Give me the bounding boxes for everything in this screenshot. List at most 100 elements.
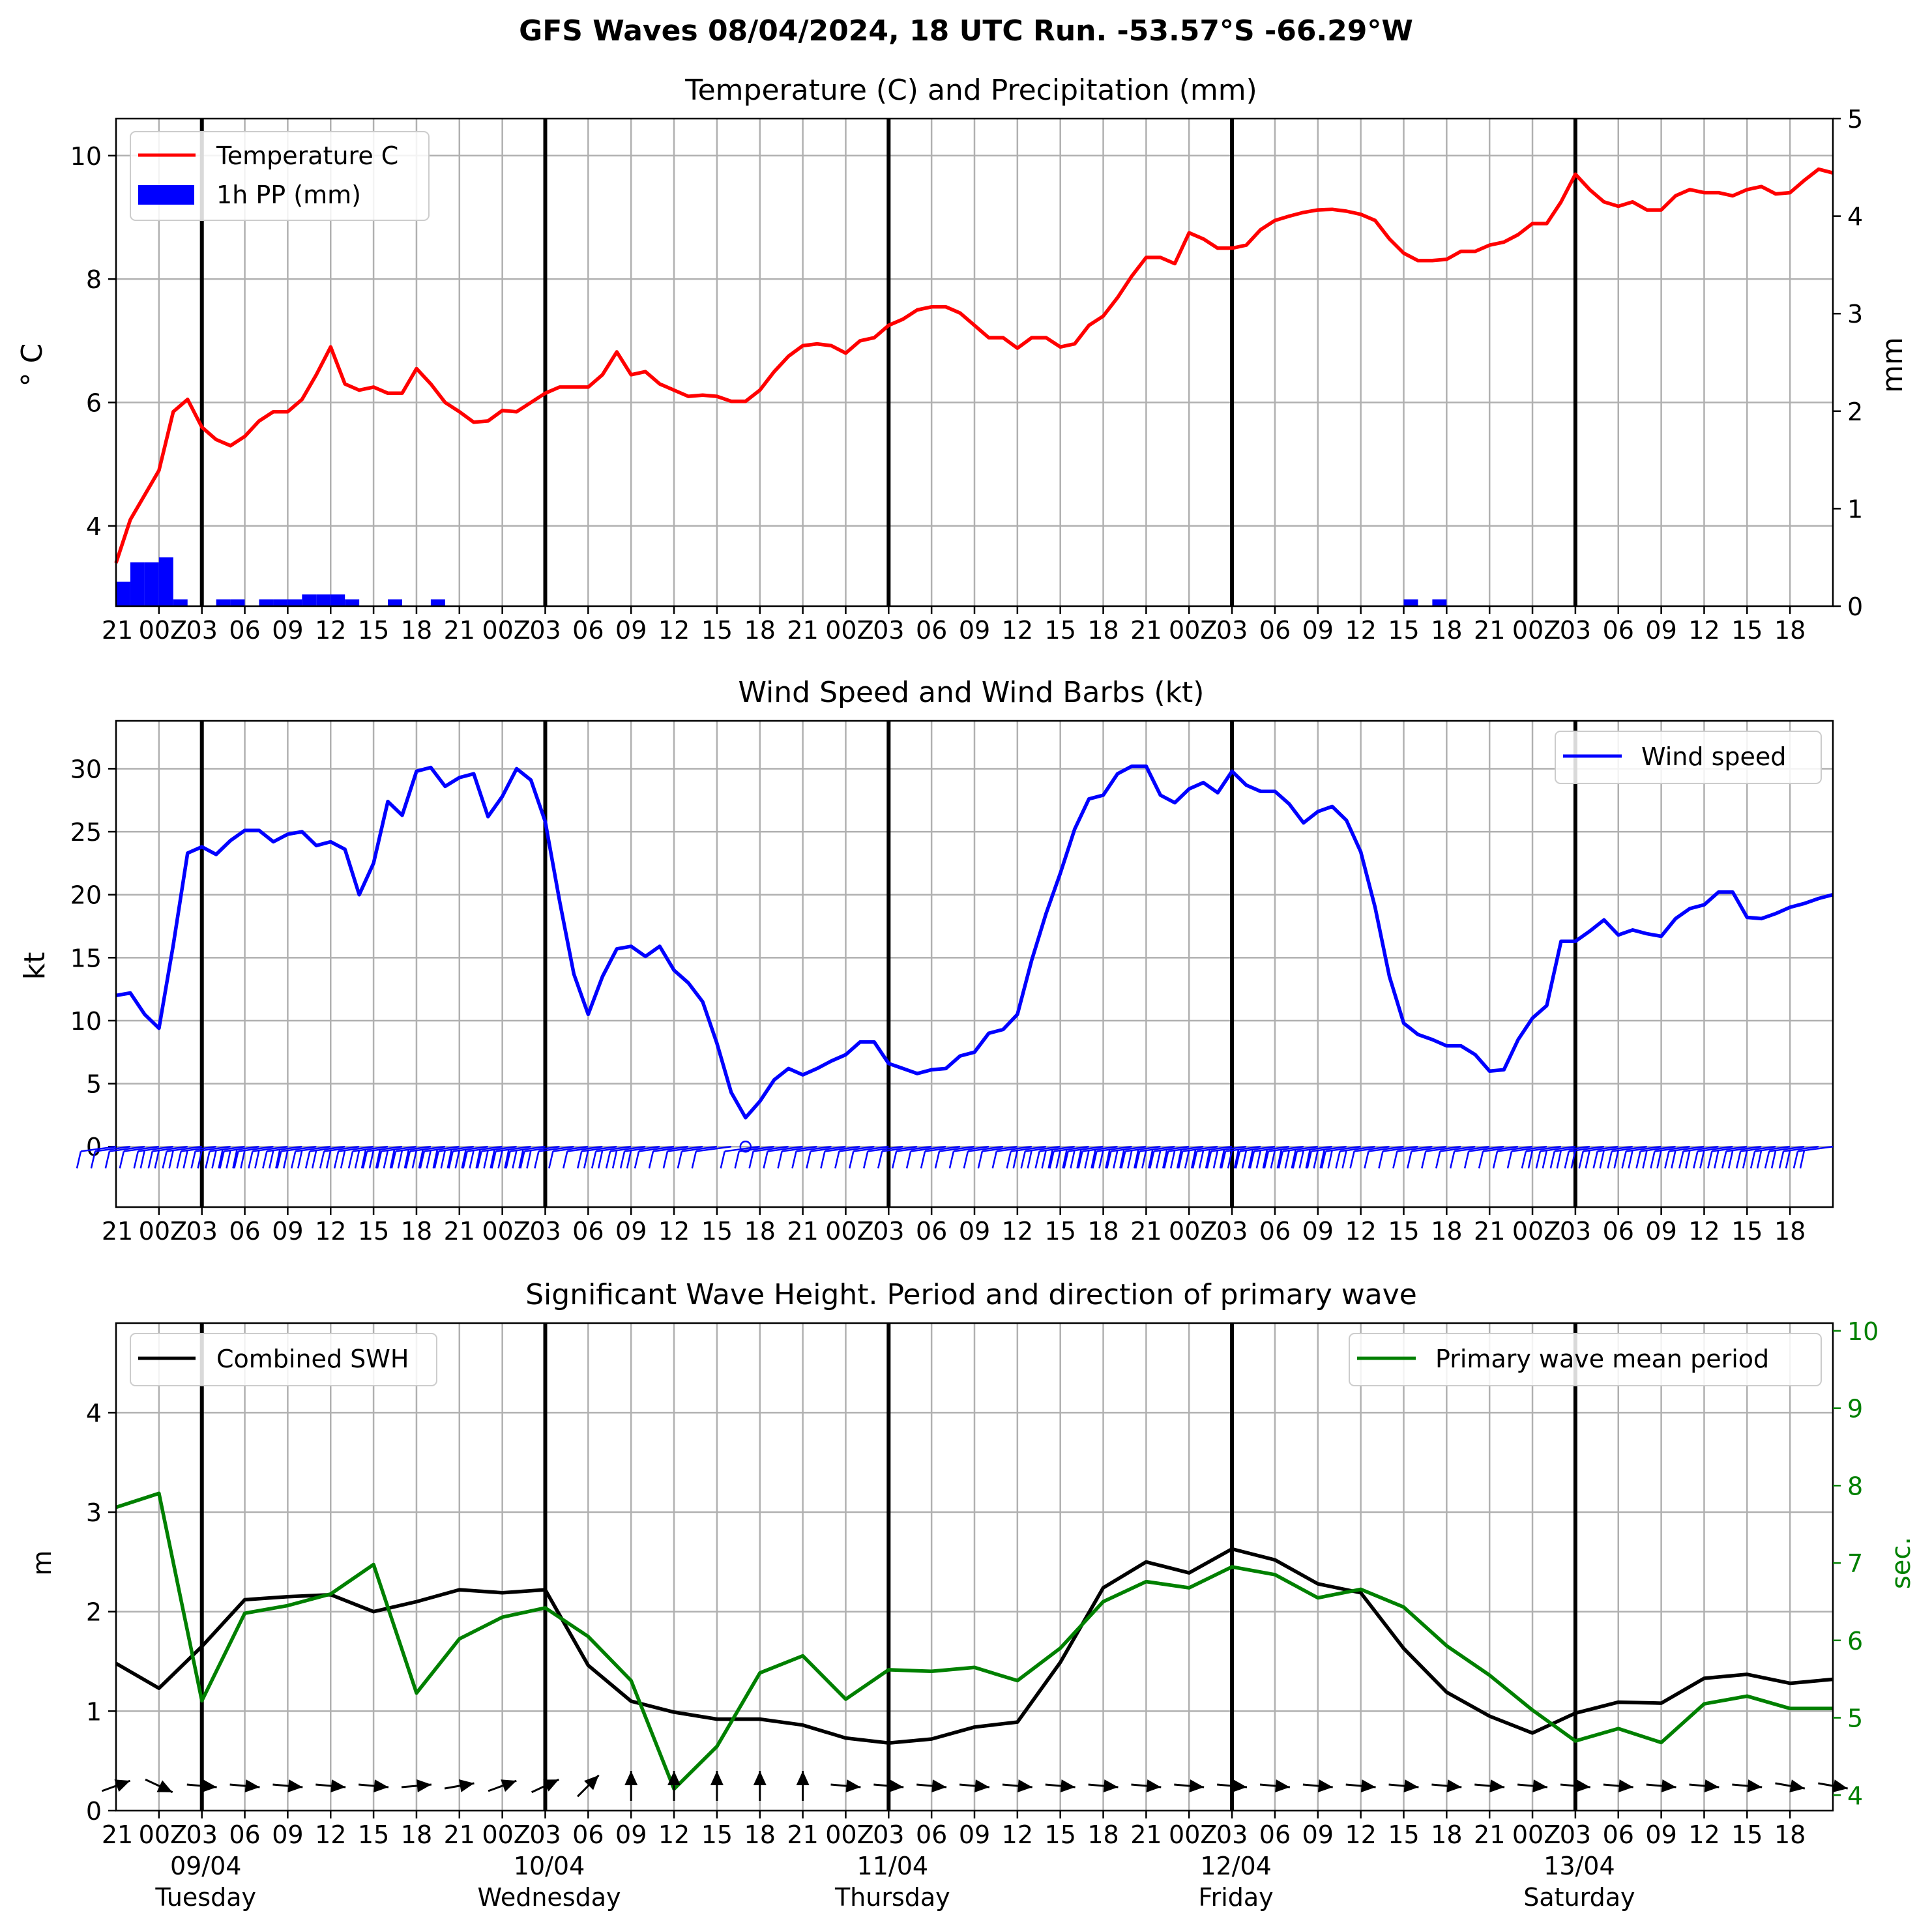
y-tick-label: 20: [70, 881, 102, 910]
x-tick-label: 18: [744, 1820, 776, 1849]
wind-barb-feather: [591, 1151, 597, 1169]
y-tick-label: 8: [86, 265, 102, 294]
x-tick-label: 03: [1216, 1217, 1248, 1246]
wind-barb-feather: [891, 1151, 898, 1169]
legend-precipitation-swatch: [138, 185, 194, 205]
wind-barb-staff: [910, 1145, 946, 1152]
wind-barb-staff: [839, 1145, 875, 1152]
wind-barb-feather: [626, 1150, 632, 1169]
wind-barb-staff: [825, 1145, 860, 1152]
wind-barb-feather: [1047, 1149, 1053, 1169]
wind-barb-staff: [953, 1145, 989, 1152]
wind-barb-feather: [1070, 1150, 1076, 1169]
wind-barb-feather: [1335, 1151, 1341, 1169]
precipitation-bar: [330, 594, 345, 606]
wind-barb-feather: [1785, 1150, 1791, 1169]
x-tick-label: 06: [229, 1217, 260, 1246]
x-tick-label: 00Z: [825, 1820, 873, 1849]
legend-temperature-label: Temperature C: [216, 141, 398, 170]
wind-barb-feather: [319, 1151, 325, 1169]
wind-barb-staff: [1511, 1145, 1547, 1152]
wind-barb-staff: [853, 1145, 889, 1152]
y-tick-label: 5: [86, 1070, 102, 1099]
wind-barb-feather: [1041, 1150, 1047, 1169]
wind-barb-feather: [205, 1151, 211, 1169]
wind-barb-feather: [497, 1150, 503, 1169]
wind-y-axis-label: kt: [18, 952, 51, 980]
x-tick-label: 18: [1774, 1820, 1806, 1849]
x-tick-label: 12: [315, 1820, 346, 1849]
x-tick-label: 00Z: [482, 616, 530, 645]
x-tick-label: 12: [1345, 616, 1376, 645]
wind-barb-feather: [1341, 1150, 1347, 1169]
wind-barb-feather: [183, 1150, 188, 1169]
wind-barb-feather: [505, 1151, 511, 1169]
legend-precipitation-label: 1h PP (mm): [216, 181, 361, 209]
wind-barb-feather: [375, 1149, 381, 1169]
x-tick-label: 06: [572, 616, 604, 645]
wind-barb-feather: [240, 1150, 246, 1169]
x-tick-label: 00Z: [1169, 1217, 1217, 1246]
x-tick-label: 06: [229, 1820, 260, 1849]
wind-barb-feather: [1570, 1150, 1577, 1169]
wind-barb-feather: [1678, 1151, 1684, 1169]
x-tick-label: 09: [615, 616, 647, 645]
x-tick-label: 03: [529, 616, 561, 645]
x-tick-label: 15: [1731, 1217, 1763, 1246]
wind-barb-feather: [1177, 1151, 1184, 1169]
wind-barb-feather: [340, 1150, 346, 1169]
x-tick-label: 06: [1259, 1217, 1291, 1246]
day-date-label: 11/04: [857, 1852, 929, 1880]
wind-barb-feather: [1664, 1151, 1670, 1169]
wind-barb-feather: [1098, 1150, 1104, 1169]
wind-barb-staff: [123, 1145, 160, 1152]
wind-barb-feather: [1635, 1151, 1641, 1169]
wave-direction-arrowhead: [543, 1779, 559, 1792]
x-tick-label: 21: [787, 1820, 818, 1849]
wind-barb-feather: [389, 1149, 396, 1169]
wind-barb-feather: [211, 1150, 217, 1169]
wind-barb-staff: [924, 1145, 961, 1152]
wind-barb-feather: [577, 1151, 583, 1169]
x-tick-label: 18: [1774, 1217, 1806, 1246]
x-tick-label: 12: [658, 1820, 690, 1849]
wind-barb-feather: [1799, 1150, 1806, 1169]
y-right-tick-label: 8: [1847, 1472, 1863, 1500]
x-tick-label: 03: [1216, 616, 1248, 645]
wind-barb-feather: [360, 1149, 367, 1169]
x-tick-label: 21: [1474, 1217, 1505, 1246]
x-tick-label: 09: [272, 1820, 303, 1849]
wind-barb-feather: [920, 1151, 926, 1169]
x-tick-label: 12: [1345, 1820, 1376, 1849]
y-right-tick-label: 5: [1847, 1704, 1863, 1733]
wind-barb-feather: [605, 1151, 611, 1169]
x-tick-label: 15: [1388, 1217, 1419, 1246]
wind-barb-feather: [1527, 1150, 1534, 1169]
temperature-legend: Temperature C 1h PP (mm): [130, 131, 430, 221]
wave-direction-arrowhead: [888, 1779, 904, 1792]
wind-barb-feather: [133, 1151, 139, 1169]
x-tick-label: 00Z: [1512, 616, 1560, 645]
x-tick-label: 09: [1645, 1820, 1676, 1849]
wind-barb-feather: [147, 1151, 153, 1169]
wind-barb-staff: [882, 1145, 918, 1152]
wind-barb-feather: [1292, 1151, 1298, 1169]
wave-direction-arrowhead: [1747, 1779, 1763, 1792]
wave-direction-arrowhead: [667, 1771, 681, 1785]
wind-barb-feather: [1090, 1149, 1096, 1169]
wind-barb-feather: [1721, 1151, 1727, 1169]
x-tick-label: 06: [1259, 1820, 1291, 1849]
wave-direction-arrowhead: [417, 1779, 432, 1792]
wind-barb-staff: [652, 1145, 689, 1152]
x-tick-label: 06: [572, 1217, 604, 1246]
wave-direction-arrowhead: [1489, 1779, 1505, 1792]
wind-barb-feather: [397, 1150, 403, 1169]
x-tick-label: 09: [1302, 1217, 1334, 1246]
wind-barb-feather: [432, 1149, 439, 1169]
wind-barb-feather: [634, 1151, 640, 1169]
wind-barb-staff: [982, 1145, 1018, 1152]
wind-barb-feather: [1319, 1149, 1325, 1169]
x-tick-label: 21: [787, 1217, 818, 1246]
wave-direction-arrowhead: [287, 1779, 303, 1792]
day-weekday-label: Thursday: [834, 1883, 950, 1912]
